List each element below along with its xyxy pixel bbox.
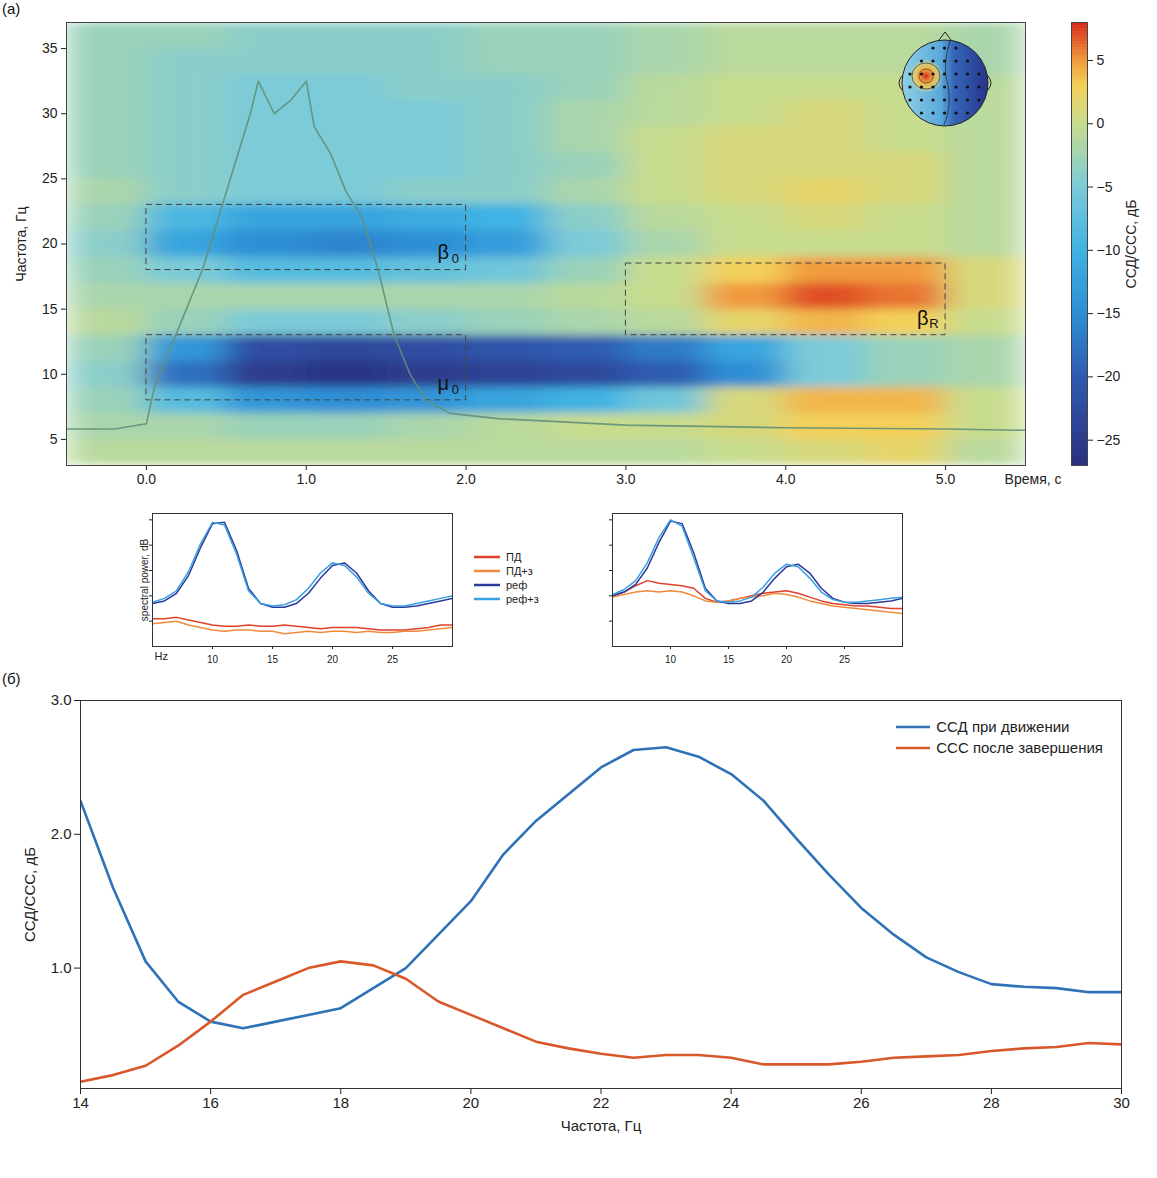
svg-text:2.0: 2.0 bbox=[456, 471, 476, 487]
svg-text:25: 25 bbox=[42, 170, 58, 186]
svg-text:ССД/ССС, дБ: ССД/ССС, дБ bbox=[1123, 200, 1139, 289]
svg-text:0.0: 0.0 bbox=[137, 471, 157, 487]
svg-text:14: 14 bbox=[72, 1094, 89, 1111]
svg-text:30: 30 bbox=[1113, 1094, 1130, 1111]
html-text:ССС после завершения: ССС после завершения bbox=[936, 739, 1103, 756]
svg-text:R: R bbox=[929, 316, 938, 331]
svg-text:5.0: 5.0 bbox=[936, 471, 956, 487]
svg-text:Hz: Hz bbox=[155, 650, 168, 662]
svg-text:10: 10 bbox=[207, 654, 219, 665]
html-text:реф+з: реф+з bbox=[506, 593, 539, 605]
svg-text:24: 24 bbox=[723, 1094, 740, 1111]
svg-text:−25: −25 bbox=[1097, 432, 1121, 448]
svg-text:β: β bbox=[917, 307, 929, 329]
svg-text:0: 0 bbox=[452, 251, 459, 266]
svg-text:spectral power, dB: spectral power, dB bbox=[139, 539, 150, 622]
svg-text:15: 15 bbox=[723, 654, 735, 665]
svg-text:26: 26 bbox=[853, 1094, 870, 1111]
svg-text:1.0: 1.0 bbox=[297, 471, 317, 487]
svg-text:15: 15 bbox=[42, 301, 58, 317]
svg-text:2.0: 2.0 bbox=[51, 825, 72, 842]
svg-text:−5: −5 bbox=[1097, 179, 1113, 195]
svg-text:20: 20 bbox=[781, 654, 793, 665]
svg-text:22: 22 bbox=[593, 1094, 610, 1111]
svg-text:10: 10 bbox=[665, 654, 677, 665]
svg-text:−10: −10 bbox=[1097, 242, 1121, 258]
svg-text:28: 28 bbox=[983, 1094, 1000, 1111]
svg-text:0: 0 bbox=[1097, 115, 1105, 131]
svg-text:−20: −20 bbox=[1097, 368, 1121, 384]
html-text:реф: реф bbox=[506, 579, 528, 591]
svg-text:5: 5 bbox=[50, 431, 58, 447]
svg-text:25: 25 bbox=[839, 654, 851, 665]
svg-text:1.0: 1.0 bbox=[51, 959, 72, 976]
svg-text:18: 18 bbox=[332, 1094, 349, 1111]
svg-text:4.0: 4.0 bbox=[776, 471, 796, 487]
html-text:(б): (б) bbox=[2, 670, 21, 687]
svg-text:Частота, Гц: Частота, Гц bbox=[13, 206, 29, 281]
svg-text:0: 0 bbox=[452, 382, 459, 397]
svg-text:5: 5 bbox=[1097, 52, 1105, 68]
svg-text:10: 10 bbox=[42, 366, 58, 382]
svg-text:25: 25 bbox=[387, 654, 399, 665]
svg-text:3.0: 3.0 bbox=[51, 691, 72, 708]
html-text:ПД+з: ПД+з bbox=[506, 565, 533, 577]
svg-text:ССД/ССС, дБ: ССД/ССС, дБ bbox=[21, 847, 38, 942]
html-text:(а): (а) bbox=[2, 0, 21, 17]
svg-text:μ: μ bbox=[438, 372, 450, 394]
svg-text:20: 20 bbox=[463, 1094, 480, 1111]
svg-text:15: 15 bbox=[267, 654, 279, 665]
svg-text:−15: −15 bbox=[1097, 305, 1121, 321]
svg-text:Время, с: Время, с bbox=[1005, 471, 1062, 487]
svg-text:35: 35 bbox=[42, 40, 58, 56]
svg-text:30: 30 bbox=[42, 105, 58, 121]
html-text:ССД при движении: ССД при движении bbox=[936, 718, 1070, 735]
svg-text:Частота, Гц: Частота, Гц bbox=[561, 1117, 642, 1134]
svg-text:20: 20 bbox=[327, 654, 339, 665]
svg-text:3.0: 3.0 bbox=[616, 471, 636, 487]
svg-text:β: β bbox=[438, 241, 450, 263]
svg-text:16: 16 bbox=[202, 1094, 219, 1111]
svg-text:20: 20 bbox=[42, 235, 58, 251]
html-text:ПД: ПД bbox=[506, 551, 522, 563]
